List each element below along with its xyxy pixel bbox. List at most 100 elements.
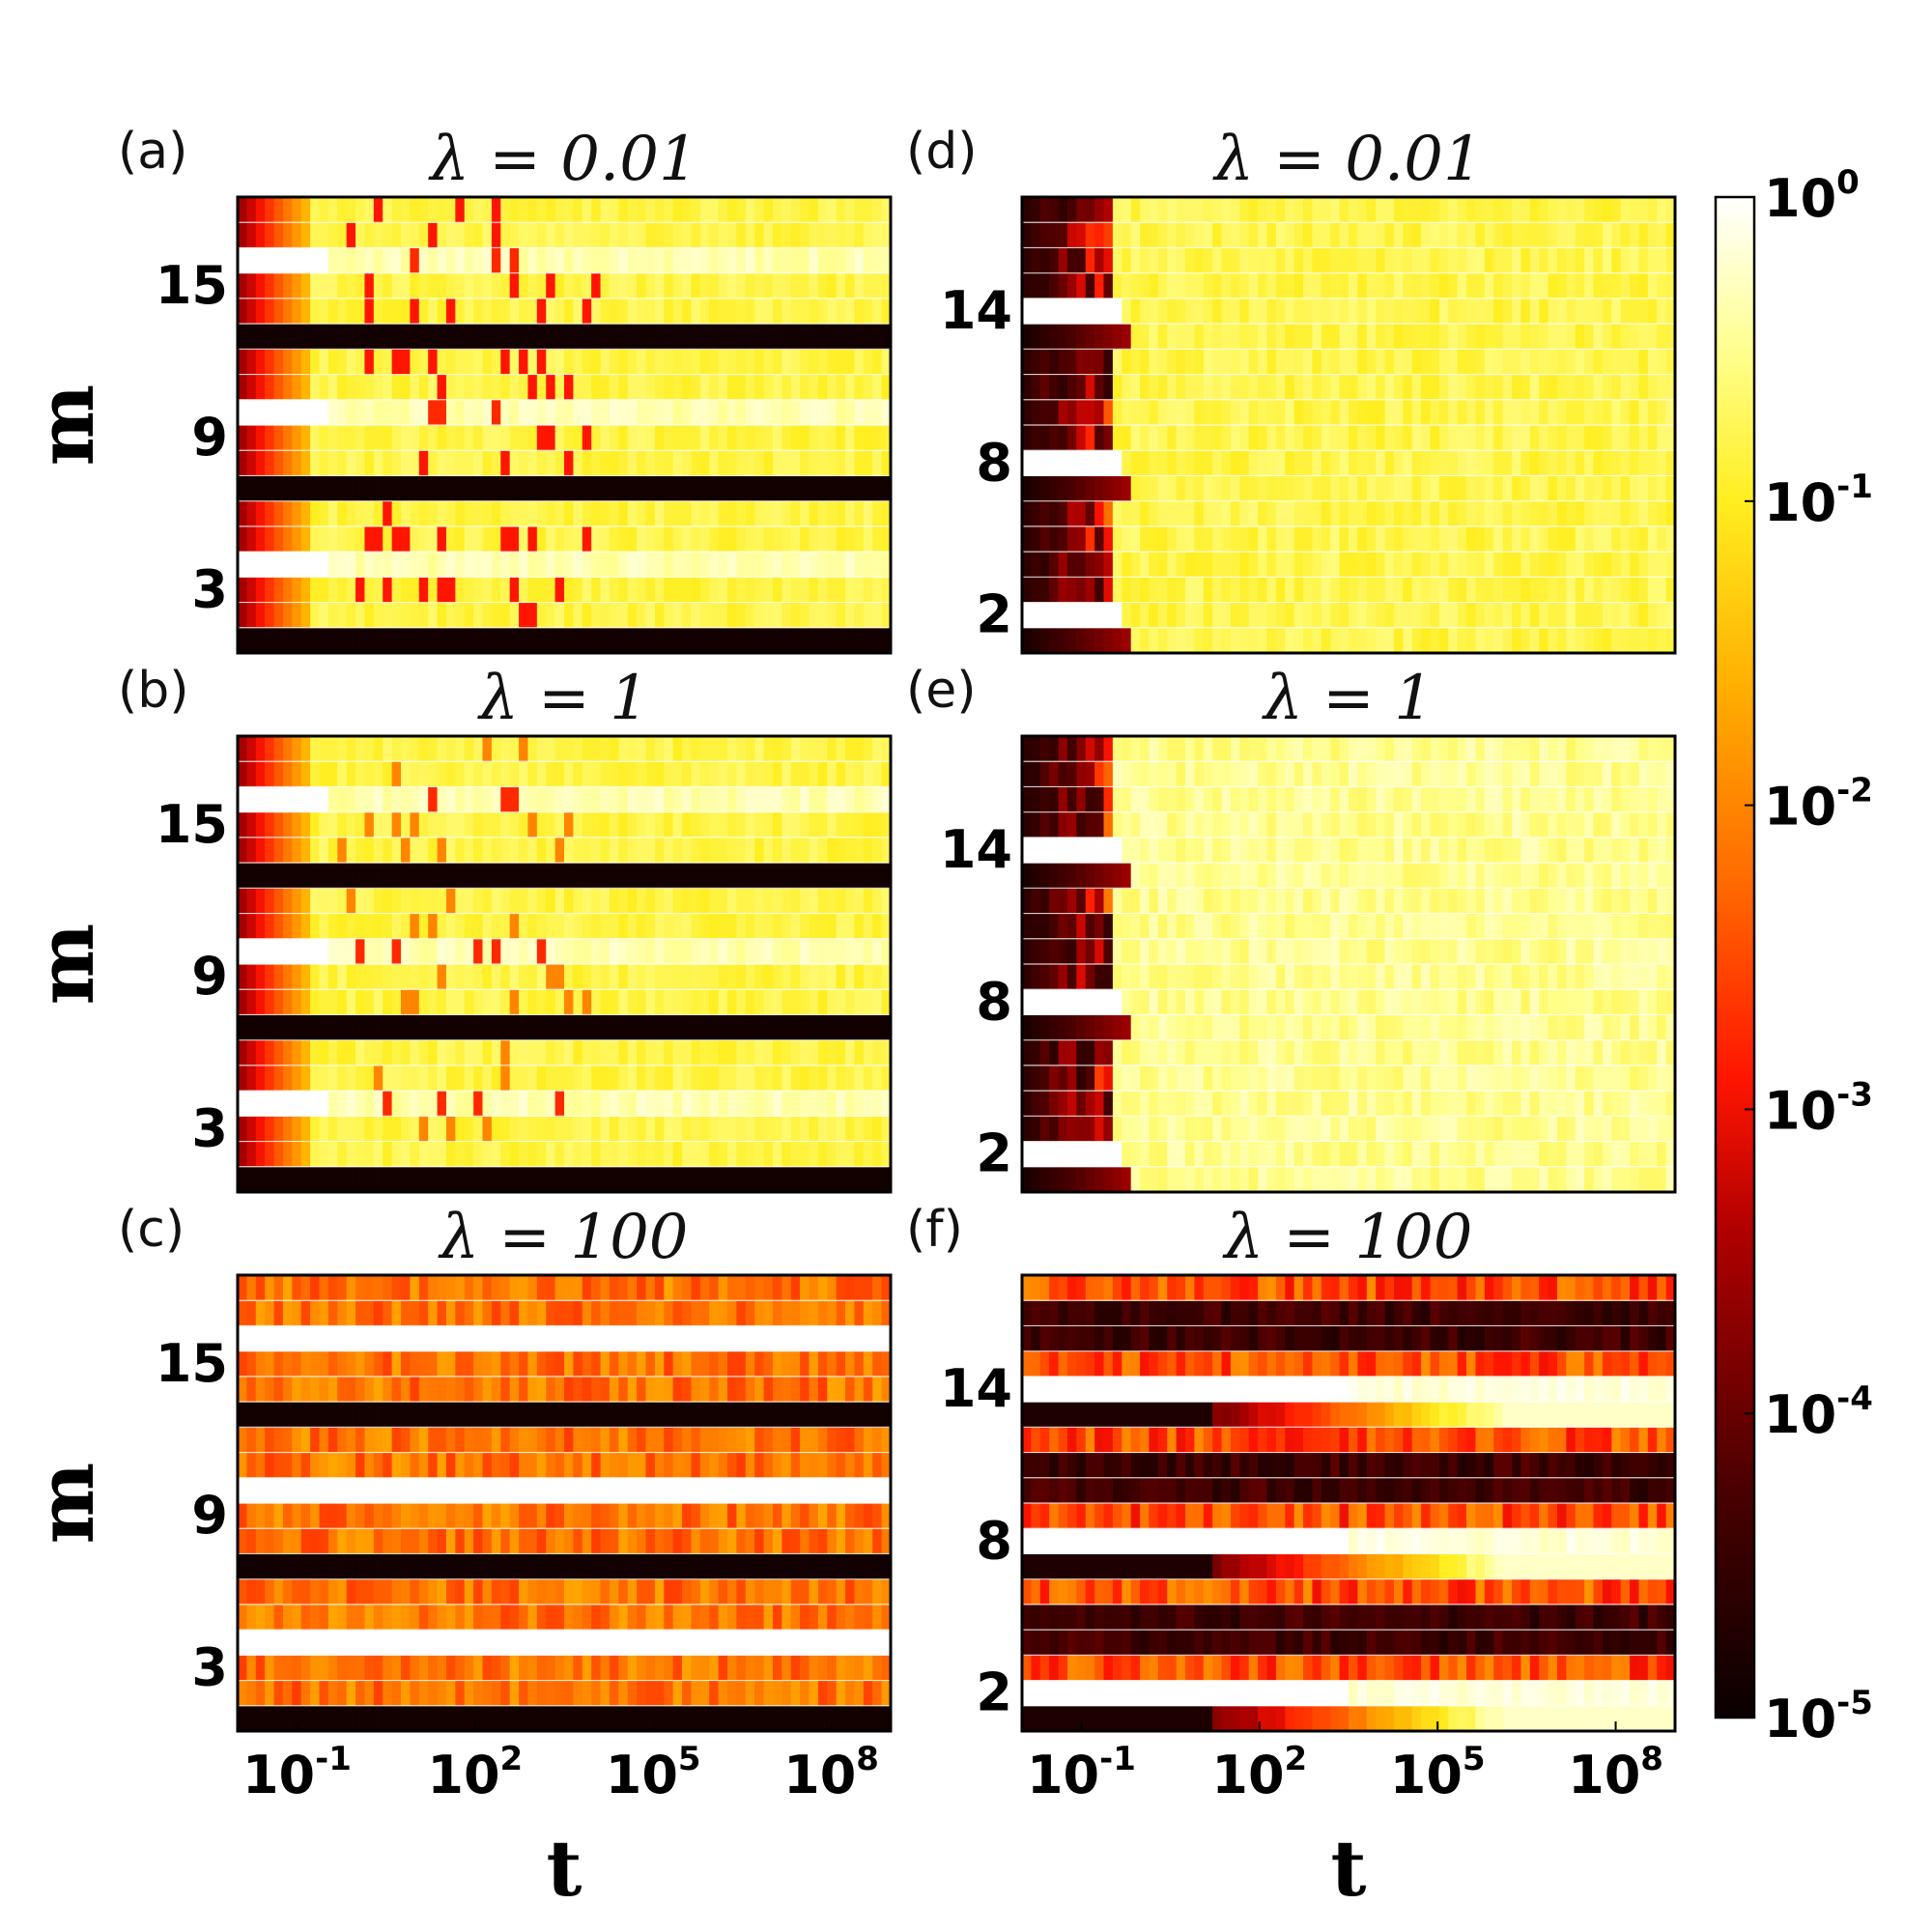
- heatmap-cell: [1411, 349, 1422, 375]
- heatmap-cell: [1611, 627, 1622, 654]
- heatmap-cell: [582, 500, 592, 527]
- heatmap-cell: [355, 1705, 366, 1732]
- heatmap-cell: [781, 1350, 792, 1378]
- heatmap-cell: [1076, 324, 1087, 350]
- heatmap-cell: [654, 349, 665, 375]
- heatmap-cell: [1130, 602, 1141, 629]
- heatmap-cell: [1411, 374, 1422, 401]
- heatmap-cell: [445, 1452, 456, 1479]
- heatmap-cell: [1493, 552, 1504, 578]
- heatmap-cell: [546, 1065, 556, 1092]
- heatmap-cell: [637, 1116, 647, 1142]
- heatmap-cell: [781, 1680, 792, 1707]
- heatmap-cell: [763, 1402, 774, 1428]
- heatmap-cell: [627, 298, 638, 325]
- heatmap-cell: [364, 1325, 375, 1351]
- heatmap-cell: [1221, 349, 1232, 375]
- heatmap-cell: [800, 1091, 810, 1117]
- heatmap-cell: [273, 1039, 284, 1066]
- heatmap-cell: [383, 552, 393, 578]
- heatmap-cell: [364, 602, 375, 629]
- heatmap-cell: [1039, 425, 1050, 451]
- heatmap-cell: [327, 627, 338, 654]
- heatmap-cell: [310, 602, 321, 629]
- heatmap-cell: [1140, 552, 1151, 578]
- heatmap-cell: [246, 1014, 257, 1040]
- heatmap-cell: [754, 324, 765, 350]
- heatmap-cell: [383, 1655, 393, 1681]
- heatmap-cell: [790, 888, 801, 914]
- heatmap-cell: [1502, 349, 1513, 375]
- heatmap-cell: [1566, 425, 1577, 451]
- heatmap-cell: [401, 938, 411, 965]
- heatmap-cell: [790, 627, 801, 654]
- heatmap-cell: [809, 1655, 819, 1681]
- heatmap-cell: [255, 349, 266, 375]
- heatmap-cell: [1293, 577, 1304, 603]
- heatmap-cell: [1339, 475, 1350, 501]
- heatmap-cell: [1031, 374, 1041, 401]
- heatmap-cell: [364, 938, 375, 965]
- heatmap-cell: [1303, 298, 1314, 325]
- heatmap-cell: [509, 1116, 520, 1142]
- heatmap-cell: [699, 1452, 710, 1479]
- heatmap-cell: [745, 1503, 755, 1529]
- heatmap-cell: [727, 1680, 737, 1707]
- heatmap-cell: [346, 1604, 356, 1631]
- heatmap-cell: [872, 1065, 883, 1092]
- heatmap-cell: [1203, 349, 1213, 375]
- heatmap-cell: [817, 1503, 828, 1529]
- heatmap-cell: [519, 450, 529, 476]
- heatmap-cell: [1149, 602, 1159, 629]
- heatmap-cell: [1176, 577, 1186, 603]
- heatmap-cell: [418, 526, 429, 553]
- heatmap-cell: [1221, 374, 1232, 401]
- heatmap-cell: [265, 1578, 275, 1605]
- heatmap-cell: [292, 450, 302, 476]
- heatmap-cell: [546, 425, 556, 451]
- heatmap-cell: [401, 475, 411, 501]
- heatmap-cell: [863, 888, 873, 914]
- heatmap-cell: [300, 1300, 311, 1326]
- heatmap-cell: [319, 1553, 329, 1579]
- heatmap-cell: [337, 247, 348, 273]
- heatmap-cell: [455, 475, 466, 501]
- heatmap-cell: [718, 399, 728, 426]
- heatmap-cell: [754, 761, 765, 787]
- heatmap-cell: [238, 888, 247, 914]
- heatmap-cell: [445, 888, 456, 914]
- heatmap-cell: [854, 197, 865, 223]
- heatmap-cell: [790, 552, 801, 578]
- heatmap-cell: [573, 1065, 583, 1092]
- heatmap-cell: [238, 374, 247, 401]
- heatmap-cell: [554, 1655, 565, 1681]
- heatmap-cell: [491, 1166, 501, 1193]
- heatmap-cell: [428, 1655, 439, 1681]
- heatmap-cell: [238, 1116, 247, 1142]
- heatmap-cell: [509, 222, 520, 248]
- heatmap-cell: [391, 761, 402, 787]
- heatmap-cell: [691, 989, 701, 1015]
- heatmap-cell: [800, 913, 810, 940]
- heatmap-cell: [509, 500, 520, 527]
- heatmap-cell: [554, 627, 565, 654]
- heatmap-cell: [1502, 627, 1513, 654]
- heatmap-cell: [1266, 475, 1277, 501]
- heatmap-cell: [772, 1091, 782, 1117]
- heatmap-cell: [1239, 374, 1250, 401]
- heatmap-cell: [817, 399, 828, 426]
- heatmap-cell: [881, 1604, 892, 1631]
- heatmap-cell: [754, 602, 765, 629]
- heatmap-cell: [582, 399, 592, 426]
- heatmap-cell: [1230, 552, 1240, 578]
- heatmap-cell: [1357, 627, 1368, 654]
- heatmap-cell: [346, 761, 356, 787]
- heatmap-cell: [1039, 298, 1050, 325]
- heatmap-cell: [519, 1402, 529, 1428]
- heatmap-cell: [527, 627, 538, 654]
- heatmap-cell: [482, 1275, 493, 1301]
- heatmap-cell: [1185, 349, 1195, 375]
- heatmap-cell: [282, 964, 293, 990]
- heatmap-cell: [401, 500, 411, 527]
- heatmap-cell: [654, 272, 665, 299]
